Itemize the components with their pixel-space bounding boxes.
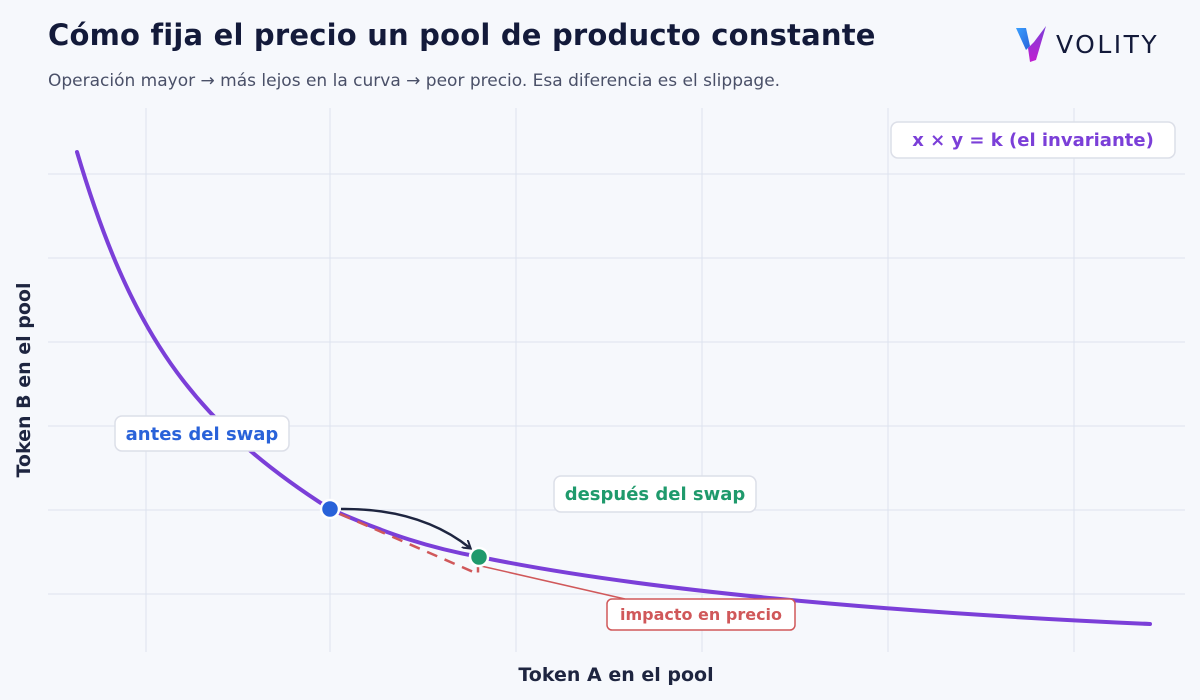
brand-logo: VOLITY xyxy=(1012,24,1159,64)
annotation-impact: impacto en precio xyxy=(606,598,796,631)
annotation-after: después del swap xyxy=(553,475,757,513)
invariant-curve-line xyxy=(75,150,1152,626)
volity-logo-icon xyxy=(1016,26,1046,62)
point-before-swap xyxy=(319,498,341,520)
point-after-swap xyxy=(468,546,490,568)
y-axis-label: Token B en el pool xyxy=(13,282,35,477)
tangent-line xyxy=(339,512,480,576)
swap-arrow xyxy=(340,507,470,548)
x-axis-label: Token A en el pool xyxy=(518,664,713,686)
after-swap-label: después del swap xyxy=(565,484,746,505)
page-subtitle: Operación mayor → más lejos en la curva … xyxy=(48,71,781,91)
brand-name: VOLITY xyxy=(1056,29,1160,59)
page-title: Cómo fija el precio un pool de producto … xyxy=(48,18,876,52)
before-swap-label: antes del swap xyxy=(126,424,279,445)
invariant-label: x × y = k (el invariante) xyxy=(912,130,1154,151)
impact-leader-line xyxy=(480,565,626,600)
annotation-invariant: x × y = k (el invariante) xyxy=(890,121,1176,159)
grid xyxy=(48,108,1185,652)
annotation-before: antes del swap xyxy=(114,415,290,452)
price-impact-label: impacto en precio xyxy=(620,605,782,624)
